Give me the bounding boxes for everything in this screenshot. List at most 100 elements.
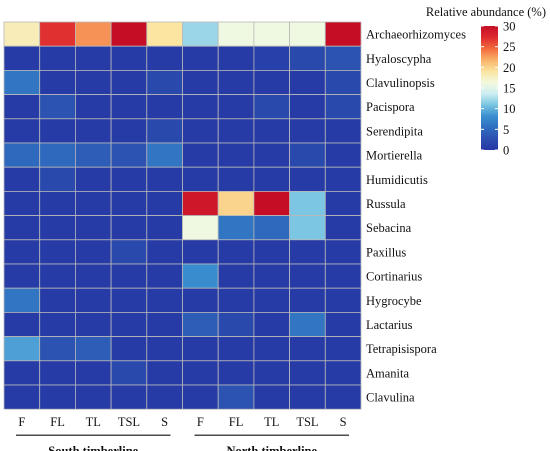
heatmap-cell <box>289 215 326 241</box>
row-label: Hygrocybe <box>366 294 422 308</box>
row-label: Clavulinopsis <box>366 76 435 90</box>
heatmap-cell <box>110 384 148 410</box>
heatmap-cell <box>110 239 148 265</box>
colorbar-tick-label: 0 <box>503 144 509 158</box>
heatmap-cell <box>182 21 219 47</box>
heatmap-cell <box>3 190 41 216</box>
heatmap-cell <box>324 166 362 192</box>
heatmap-cell <box>324 190 362 216</box>
heatmap-cell <box>253 45 290 71</box>
heatmap-cell <box>110 287 148 313</box>
colorbar-tick-label: 15 <box>503 82 516 96</box>
heatmap-cell <box>146 287 183 313</box>
row-label: Tetrapisispora <box>366 342 437 356</box>
heatmap-cell <box>3 215 41 241</box>
heatmap-cell <box>146 70 183 96</box>
row-label: Cortinarius <box>366 270 422 284</box>
heatmap-cell <box>324 215 362 241</box>
heatmap-cell <box>75 21 112 47</box>
heatmap-cell <box>182 166 219 192</box>
heatmap-cell <box>217 190 255 216</box>
heatmap-cell <box>146 336 183 362</box>
heatmap-cell <box>146 239 183 265</box>
heatmap-cell <box>146 384 183 410</box>
heatmap-cell <box>3 336 41 362</box>
heatmap-cell <box>75 94 112 120</box>
heatmap-cell <box>289 21 326 47</box>
heatmap-cell <box>146 45 183 71</box>
heatmap-cell <box>3 70 41 96</box>
heatmap-cell <box>110 70 148 96</box>
heatmap-cell <box>3 21 41 47</box>
heatmap-cell <box>39 360 76 386</box>
heatmap-cell <box>75 384 112 410</box>
heatmap-cell <box>217 287 255 313</box>
heatmap-cell <box>75 287 112 313</box>
heatmap-cell <box>289 263 326 289</box>
heatmap-cell <box>217 45 255 71</box>
column-label: FL <box>50 415 65 429</box>
heatmap-cell <box>182 94 219 120</box>
heatmap-cell <box>324 94 362 120</box>
row-label: Mortierella <box>366 149 423 163</box>
row-label: Pacispora <box>366 100 415 114</box>
heatmap-cell <box>146 190 183 216</box>
heatmap-cell <box>324 287 362 313</box>
colorbar-tick-label: 20 <box>503 61 516 75</box>
column-label: FL <box>229 415 244 429</box>
heatmap-cell <box>110 142 148 168</box>
heatmap-cell <box>39 142 76 168</box>
column-labels: F FL TL TSL S F FL TL TSL S <box>18 415 346 429</box>
heatmap-cell <box>3 118 41 144</box>
row-label: Hyaloscypha <box>366 52 432 66</box>
heatmap-cell <box>217 360 255 386</box>
heatmap-cell <box>39 70 76 96</box>
column-label: F <box>18 415 25 429</box>
heatmap-cell <box>253 239 290 265</box>
column-label: F <box>197 415 204 429</box>
heatmap-cell <box>253 94 290 120</box>
heatmap-cells <box>3 21 362 410</box>
heatmap-cell <box>110 190 148 216</box>
heatmap-cell <box>324 311 362 337</box>
heatmap-cell <box>75 142 112 168</box>
heatmap-cell <box>253 142 290 168</box>
heatmap-cell <box>3 142 41 168</box>
heatmap-cell <box>110 311 148 337</box>
heatmap-cell <box>253 190 290 216</box>
heatmap-cell <box>146 118 183 144</box>
legend-title: Relative abundance (%) <box>426 5 546 19</box>
heatmap-cell <box>75 263 112 289</box>
row-label: Paxillus <box>366 245 406 259</box>
heatmap-cell <box>3 239 41 265</box>
heatmap-cell <box>75 215 112 241</box>
group-brackets: South timberline North timberline <box>16 434 349 451</box>
column-label: S <box>340 415 347 429</box>
heatmap-cell <box>146 360 183 386</box>
heatmap-cell <box>3 384 41 410</box>
heatmap-cell <box>324 45 362 71</box>
heatmap-cell <box>110 118 148 144</box>
heatmap-cell <box>253 118 290 144</box>
heatmap-cell <box>324 336 362 362</box>
heatmap-cell <box>289 336 326 362</box>
heatmap-cell <box>217 166 255 192</box>
heatmap-cell <box>146 166 183 192</box>
column-label: S <box>161 415 168 429</box>
group-label: South timberline <box>48 444 138 451</box>
heatmap-cell <box>324 70 362 96</box>
heatmap-cell <box>217 142 255 168</box>
heatmap-cell <box>75 166 112 192</box>
heatmap-cell <box>3 360 41 386</box>
heatmap-cell <box>75 70 112 96</box>
column-label: TL <box>264 415 279 429</box>
heatmap-cell <box>217 239 255 265</box>
heatmap-cell <box>110 360 148 386</box>
heatmap-cell <box>289 360 326 386</box>
heatmap-cell <box>182 263 219 289</box>
heatmap-cell <box>146 311 183 337</box>
heatmap-cell <box>110 21 148 47</box>
group-label: North timberline <box>226 444 317 451</box>
heatmap-cell <box>39 384 76 410</box>
heatmap-cell <box>3 311 41 337</box>
